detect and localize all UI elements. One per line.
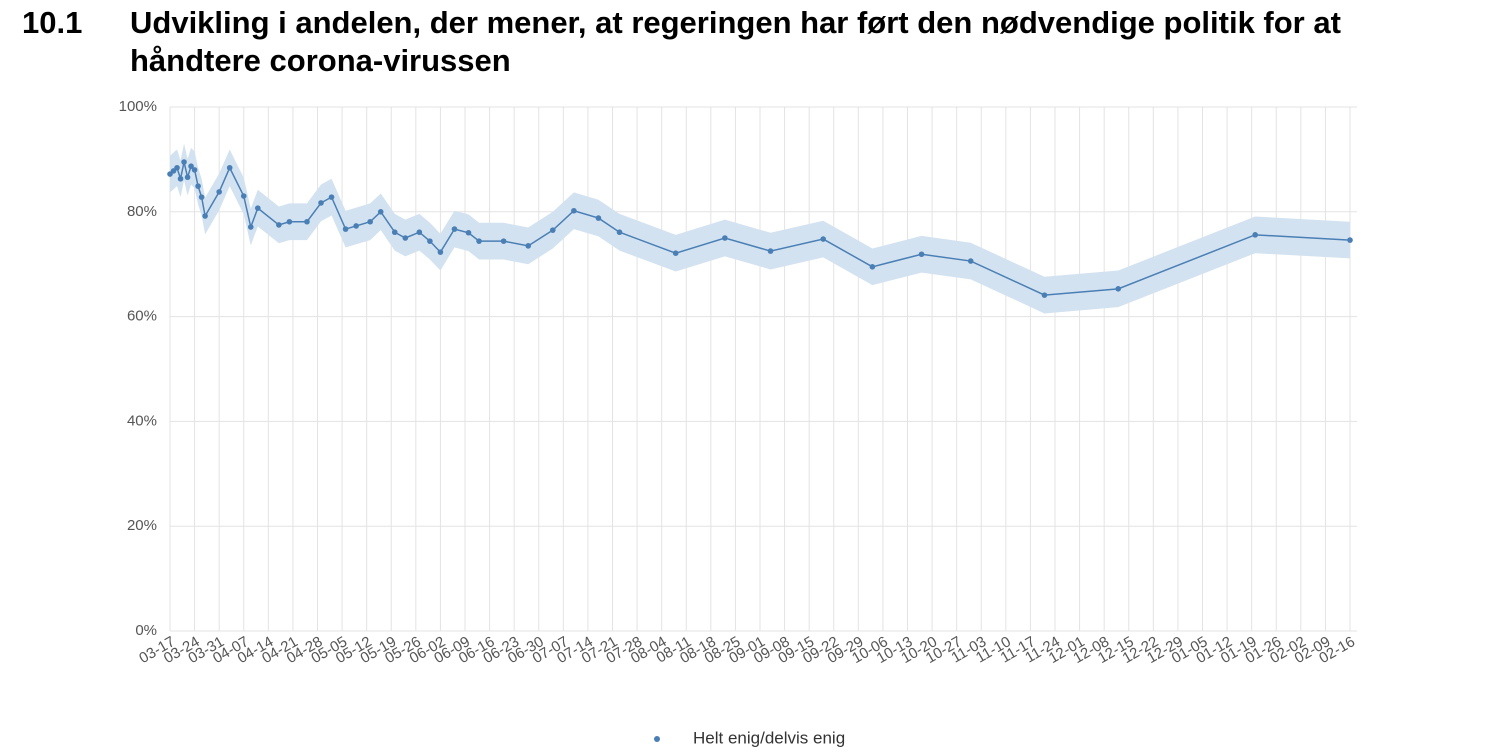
legend-label: Helt enig/delvis enig bbox=[693, 728, 845, 747]
point bbox=[254, 205, 261, 211]
point bbox=[549, 227, 556, 233]
point bbox=[465, 229, 472, 236]
point bbox=[1115, 286, 1122, 292]
y-tick-label: 40% bbox=[127, 412, 157, 429]
y-tick-label: 100% bbox=[119, 98, 157, 115]
point bbox=[1252, 232, 1258, 238]
point bbox=[722, 235, 728, 241]
point bbox=[416, 229, 423, 236]
point bbox=[318, 200, 324, 206]
point bbox=[174, 164, 180, 171]
legend-marker bbox=[654, 736, 660, 742]
point bbox=[402, 235, 409, 241]
point bbox=[476, 238, 482, 244]
point bbox=[967, 258, 974, 264]
chart-title: Udvikling i andelen, der mener, at reger… bbox=[130, 5, 1341, 78]
point bbox=[202, 213, 208, 219]
point bbox=[427, 238, 433, 244]
point bbox=[198, 194, 205, 200]
point bbox=[240, 193, 247, 199]
y-tick-label: 60% bbox=[127, 308, 157, 325]
point bbox=[500, 238, 507, 244]
point bbox=[304, 218, 310, 225]
point bbox=[918, 251, 925, 258]
point bbox=[437, 249, 444, 255]
point bbox=[595, 215, 602, 221]
point bbox=[767, 248, 774, 254]
point bbox=[216, 189, 222, 195]
point bbox=[377, 209, 384, 215]
point bbox=[191, 167, 198, 173]
point bbox=[328, 194, 335, 200]
point bbox=[820, 236, 827, 242]
point bbox=[226, 164, 233, 171]
point bbox=[869, 264, 876, 270]
point bbox=[672, 250, 679, 256]
point bbox=[353, 223, 359, 229]
point bbox=[525, 243, 532, 249]
point bbox=[188, 163, 194, 170]
point bbox=[616, 229, 623, 236]
point bbox=[184, 174, 191, 181]
y-tick-label: 20% bbox=[127, 517, 157, 534]
point bbox=[177, 175, 184, 182]
point bbox=[342, 226, 349, 232]
chart-number: 10.1 bbox=[22, 5, 83, 40]
point bbox=[1347, 237, 1353, 243]
point bbox=[1041, 292, 1048, 298]
point bbox=[247, 224, 254, 230]
point bbox=[367, 218, 373, 225]
point bbox=[195, 183, 201, 189]
point bbox=[276, 222, 282, 228]
point bbox=[286, 218, 293, 225]
point bbox=[571, 207, 577, 214]
y-tick-label: 0% bbox=[135, 622, 157, 639]
point bbox=[451, 226, 458, 232]
header: 10.1 Udvikling i andelen, der mener, at … bbox=[22, 4, 1492, 80]
point bbox=[391, 229, 398, 236]
confidence-band bbox=[170, 143, 1350, 314]
point bbox=[181, 159, 187, 165]
y-tick-label: 80% bbox=[127, 203, 157, 220]
